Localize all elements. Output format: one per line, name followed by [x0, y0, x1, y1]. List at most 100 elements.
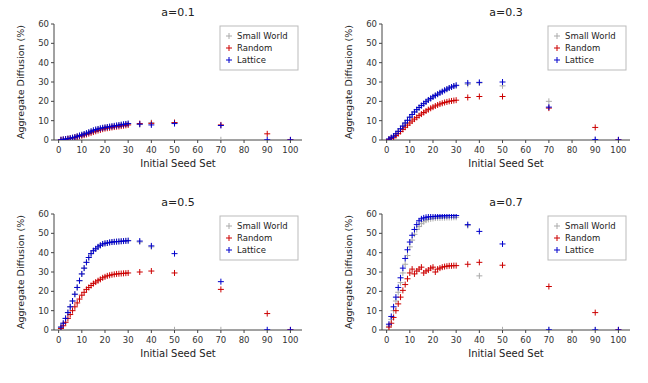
point: [453, 82, 459, 88]
y-axis-label: Aggregate Diffusion (%): [343, 25, 354, 139]
point: [218, 122, 224, 128]
chart-container: a=0.101020304050607080901000102030405060…: [0, 0, 648, 383]
point: [400, 287, 406, 293]
x-tick: [386, 330, 387, 333]
y-axis-label: Aggregate Diffusion (%): [15, 215, 26, 329]
x-tick-label: 40: [146, 145, 157, 155]
legend-label: Lattice: [237, 245, 266, 255]
x-tick: [595, 330, 596, 333]
y-tick-label: 20: [38, 286, 49, 296]
y-tick-label: 60: [366, 19, 377, 29]
point: [418, 264, 424, 270]
legend-box: [220, 26, 298, 70]
x-tick: [618, 330, 619, 333]
y-tick-label: 50: [366, 228, 377, 238]
x-tick: [525, 140, 526, 143]
x-tick-label: 80: [567, 335, 578, 345]
point: [125, 270, 131, 276]
x-tick-label: 90: [590, 335, 601, 345]
y-tick: [51, 62, 54, 63]
x-tick: [174, 330, 175, 333]
x-tick: [58, 330, 59, 333]
y-tick-label: 10: [38, 116, 49, 126]
y-tick: [51, 310, 54, 311]
y-tick: [379, 62, 382, 63]
series: [386, 259, 621, 330]
y-tick: [51, 43, 54, 44]
legend-label: Random: [237, 43, 272, 53]
point: [218, 327, 224, 330]
point: [465, 222, 471, 228]
x-tick: [432, 140, 433, 143]
point: [476, 259, 482, 265]
point: [393, 294, 399, 300]
legend: Small WorldRandomLattice: [220, 26, 298, 70]
point: [148, 244, 154, 250]
x-tick: [244, 330, 245, 333]
x-tick-label: 100: [282, 145, 298, 155]
point: [218, 286, 224, 292]
legend-marker: [226, 33, 232, 39]
y-tick: [379, 272, 382, 273]
y-tick-label: 10: [366, 306, 377, 316]
y-tick-label: 20: [366, 286, 377, 296]
legend-label: Lattice: [237, 55, 266, 65]
x-tick-label: 20: [428, 145, 439, 155]
point: [453, 263, 459, 269]
point: [65, 310, 71, 316]
title: a=0.1: [161, 6, 194, 19]
figure: a=0.101020304050607080901000102030405060…: [0, 0, 648, 383]
x-tick-label: 50: [497, 335, 508, 345]
point: [465, 94, 471, 100]
x-tick: [502, 140, 503, 143]
y-tick-label: 20: [366, 96, 377, 106]
point: [453, 97, 459, 103]
y-tick: [51, 272, 54, 273]
point: [172, 120, 178, 126]
x-tick: [197, 330, 198, 333]
point: [70, 298, 76, 304]
point: [476, 80, 482, 86]
point: [476, 273, 482, 279]
legend-marker: [554, 45, 560, 51]
point: [137, 122, 143, 128]
y-tick-label: 0: [44, 325, 49, 335]
point: [148, 122, 154, 128]
y-tick-label: 30: [366, 267, 377, 277]
point: [72, 291, 78, 297]
legend-marker: [226, 45, 232, 51]
x-tick: [151, 330, 152, 333]
point: [592, 124, 598, 130]
y-tick-label: 0: [372, 135, 377, 145]
y-tick-label: 30: [38, 77, 49, 87]
legend-label: Small World: [565, 31, 616, 41]
y-tick-label: 60: [366, 209, 377, 219]
point: [125, 121, 131, 127]
x-tick-label: 60: [520, 145, 531, 155]
point: [546, 104, 552, 110]
point: [476, 228, 482, 234]
legend-label: Small World: [237, 221, 288, 231]
x-tick-label: 80: [567, 145, 578, 155]
x-tick: [572, 140, 573, 143]
x-tick: [595, 140, 596, 143]
point: [218, 279, 224, 285]
x-tick: [572, 330, 573, 333]
legend-marker: [554, 235, 560, 241]
y-tick: [379, 24, 382, 25]
point: [592, 327, 598, 330]
y-tick: [379, 330, 382, 331]
point: [398, 275, 404, 281]
x-tick: [220, 330, 221, 333]
x-tick: [128, 330, 129, 333]
point: [287, 327, 293, 330]
point: [546, 327, 552, 330]
y-tick-label: 50: [38, 38, 49, 48]
point: [264, 327, 270, 330]
x-tick-label: 50: [169, 145, 180, 155]
point: [404, 247, 410, 253]
point: [137, 238, 143, 244]
x-tick: [409, 330, 410, 333]
legend: Small WorldRandomLattice: [548, 216, 626, 260]
point: [74, 284, 80, 290]
